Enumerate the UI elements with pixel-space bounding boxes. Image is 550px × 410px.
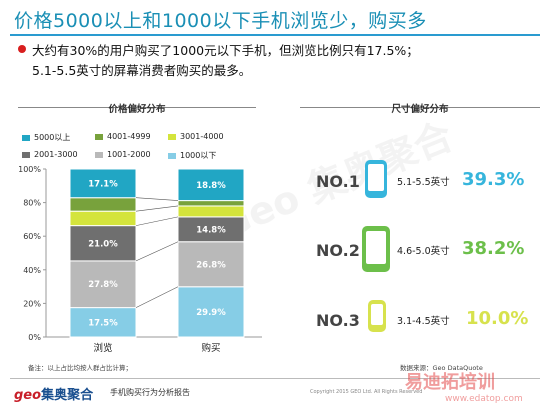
bar-segment bbox=[177, 205, 245, 218]
logo-cn: 集奥聚合 bbox=[41, 388, 94, 403]
bar-segment bbox=[177, 286, 245, 338]
price-section-title: 价格偏好分布 bbox=[108, 104, 166, 115]
legend-swatch bbox=[168, 152, 176, 159]
legend-label: 1001-2000 bbox=[107, 150, 151, 159]
legend-swatch bbox=[95, 133, 103, 140]
series-connector bbox=[135, 286, 179, 308]
title-divider bbox=[10, 34, 540, 36]
bar-data-label: 26.8% bbox=[196, 260, 226, 270]
rank-label-1: NO.1 bbox=[316, 172, 360, 191]
legend-item: 4001-4999 bbox=[95, 132, 151, 141]
bullet-icon bbox=[18, 45, 26, 53]
chart-note: 备注：以上占比均按人群占比计算； bbox=[28, 364, 132, 372]
bar-segment bbox=[177, 200, 245, 207]
bar-segment bbox=[69, 260, 137, 309]
y-tick-label: 60% bbox=[23, 232, 41, 241]
data-source: 数据来源：Geo DataQuote bbox=[400, 364, 483, 372]
bar-segment bbox=[69, 168, 137, 199]
copyright-text: Copyright 2015 GEO Ltd. All Rights Reser… bbox=[310, 389, 423, 395]
legend-label: 1000以下 bbox=[180, 151, 217, 160]
bar-segment bbox=[177, 216, 245, 243]
page-title: 价格5000以上和1000以下手机浏览少，购买多 bbox=[14, 10, 427, 32]
size-label-1: 5.1-5.5英寸 bbox=[397, 177, 450, 188]
report-name: 手机购买行为分析报告 bbox=[110, 388, 190, 397]
legend-item: 2001-3000 bbox=[22, 150, 78, 159]
series-connector bbox=[135, 197, 179, 201]
legend-label: 2001-3000 bbox=[34, 150, 78, 159]
size-pct-1: 39.3% bbox=[462, 169, 525, 190]
bar-data-label: 14.8% bbox=[196, 225, 226, 235]
y-tick-label: 40% bbox=[23, 266, 41, 275]
size-pct-3: 10.0% bbox=[466, 308, 529, 329]
bar-segment bbox=[177, 241, 245, 288]
legend-item: 1000以下 bbox=[168, 150, 216, 161]
size-pct-2: 38.2% bbox=[462, 238, 525, 259]
bar-data-label: 17.5% bbox=[88, 318, 118, 328]
series-connector bbox=[135, 205, 179, 212]
bar-data-label: 27.8% bbox=[88, 280, 118, 290]
bar-data-label: 21.0% bbox=[88, 239, 118, 249]
size-label-2: 4.6-5.0英寸 bbox=[397, 246, 450, 257]
y-tick-label: 0% bbox=[28, 333, 41, 342]
size-label-3: 3.1-4.5英寸 bbox=[397, 316, 450, 327]
y-tick-label: 80% bbox=[23, 199, 41, 208]
legend-label: 5000以上 bbox=[34, 133, 71, 142]
bar-segment bbox=[69, 197, 137, 212]
series-connector bbox=[135, 216, 179, 226]
bar-data-label: 29.9% bbox=[196, 308, 226, 318]
bar-data-label: 18.8% bbox=[196, 181, 226, 191]
bar-segment bbox=[177, 168, 245, 202]
bar-segment bbox=[69, 225, 137, 262]
summary-line-1: 大约有30%的用户购买了1000元以下手机，但浏览比例只有17.5%； bbox=[32, 43, 419, 58]
footer-divider bbox=[10, 378, 540, 379]
phone-small-icon bbox=[368, 300, 386, 332]
site-watermark-url: www.edatop.com bbox=[445, 394, 523, 404]
legend-swatch bbox=[168, 133, 176, 140]
phone-medium-icon bbox=[362, 226, 390, 272]
legend-label: 3001-4000 bbox=[180, 132, 224, 141]
phone-large-icon bbox=[365, 160, 387, 198]
rank-label-3: NO.3 bbox=[316, 311, 360, 330]
legend-swatch bbox=[22, 134, 30, 141]
legend-swatch bbox=[22, 151, 30, 158]
logo-geo: geo bbox=[14, 388, 42, 403]
rank-label-2: NO.2 bbox=[316, 241, 360, 260]
size-section-title: 尺寸偏好分布 bbox=[391, 104, 449, 115]
price-section-rule bbox=[18, 107, 256, 108]
series-connector bbox=[135, 241, 179, 262]
x-category-label: 购买 bbox=[201, 342, 220, 354]
legend-item: 1001-2000 bbox=[95, 150, 151, 159]
company-logo: geo集奥聚合 bbox=[14, 384, 93, 403]
x-category-label: 浏览 bbox=[93, 342, 112, 354]
y-tick-label: 20% bbox=[23, 299, 41, 308]
legend-item: 3001-4000 bbox=[168, 132, 224, 141]
bar-segment bbox=[69, 210, 137, 227]
bar-data-label: 17.1% bbox=[88, 179, 118, 189]
summary-line-2: 5.1-5.5英寸的屏幕消费者购买的最多。 bbox=[32, 63, 252, 78]
y-tick-label: 100% bbox=[18, 165, 41, 174]
bar-segment bbox=[69, 307, 137, 338]
legend-label: 4001-4999 bbox=[107, 132, 151, 141]
size-section-rule bbox=[300, 107, 540, 108]
legend-swatch bbox=[95, 151, 103, 158]
legend-item: 5000以上 bbox=[22, 132, 70, 143]
site-watermark: 易迪拓培训 bbox=[405, 372, 495, 393]
